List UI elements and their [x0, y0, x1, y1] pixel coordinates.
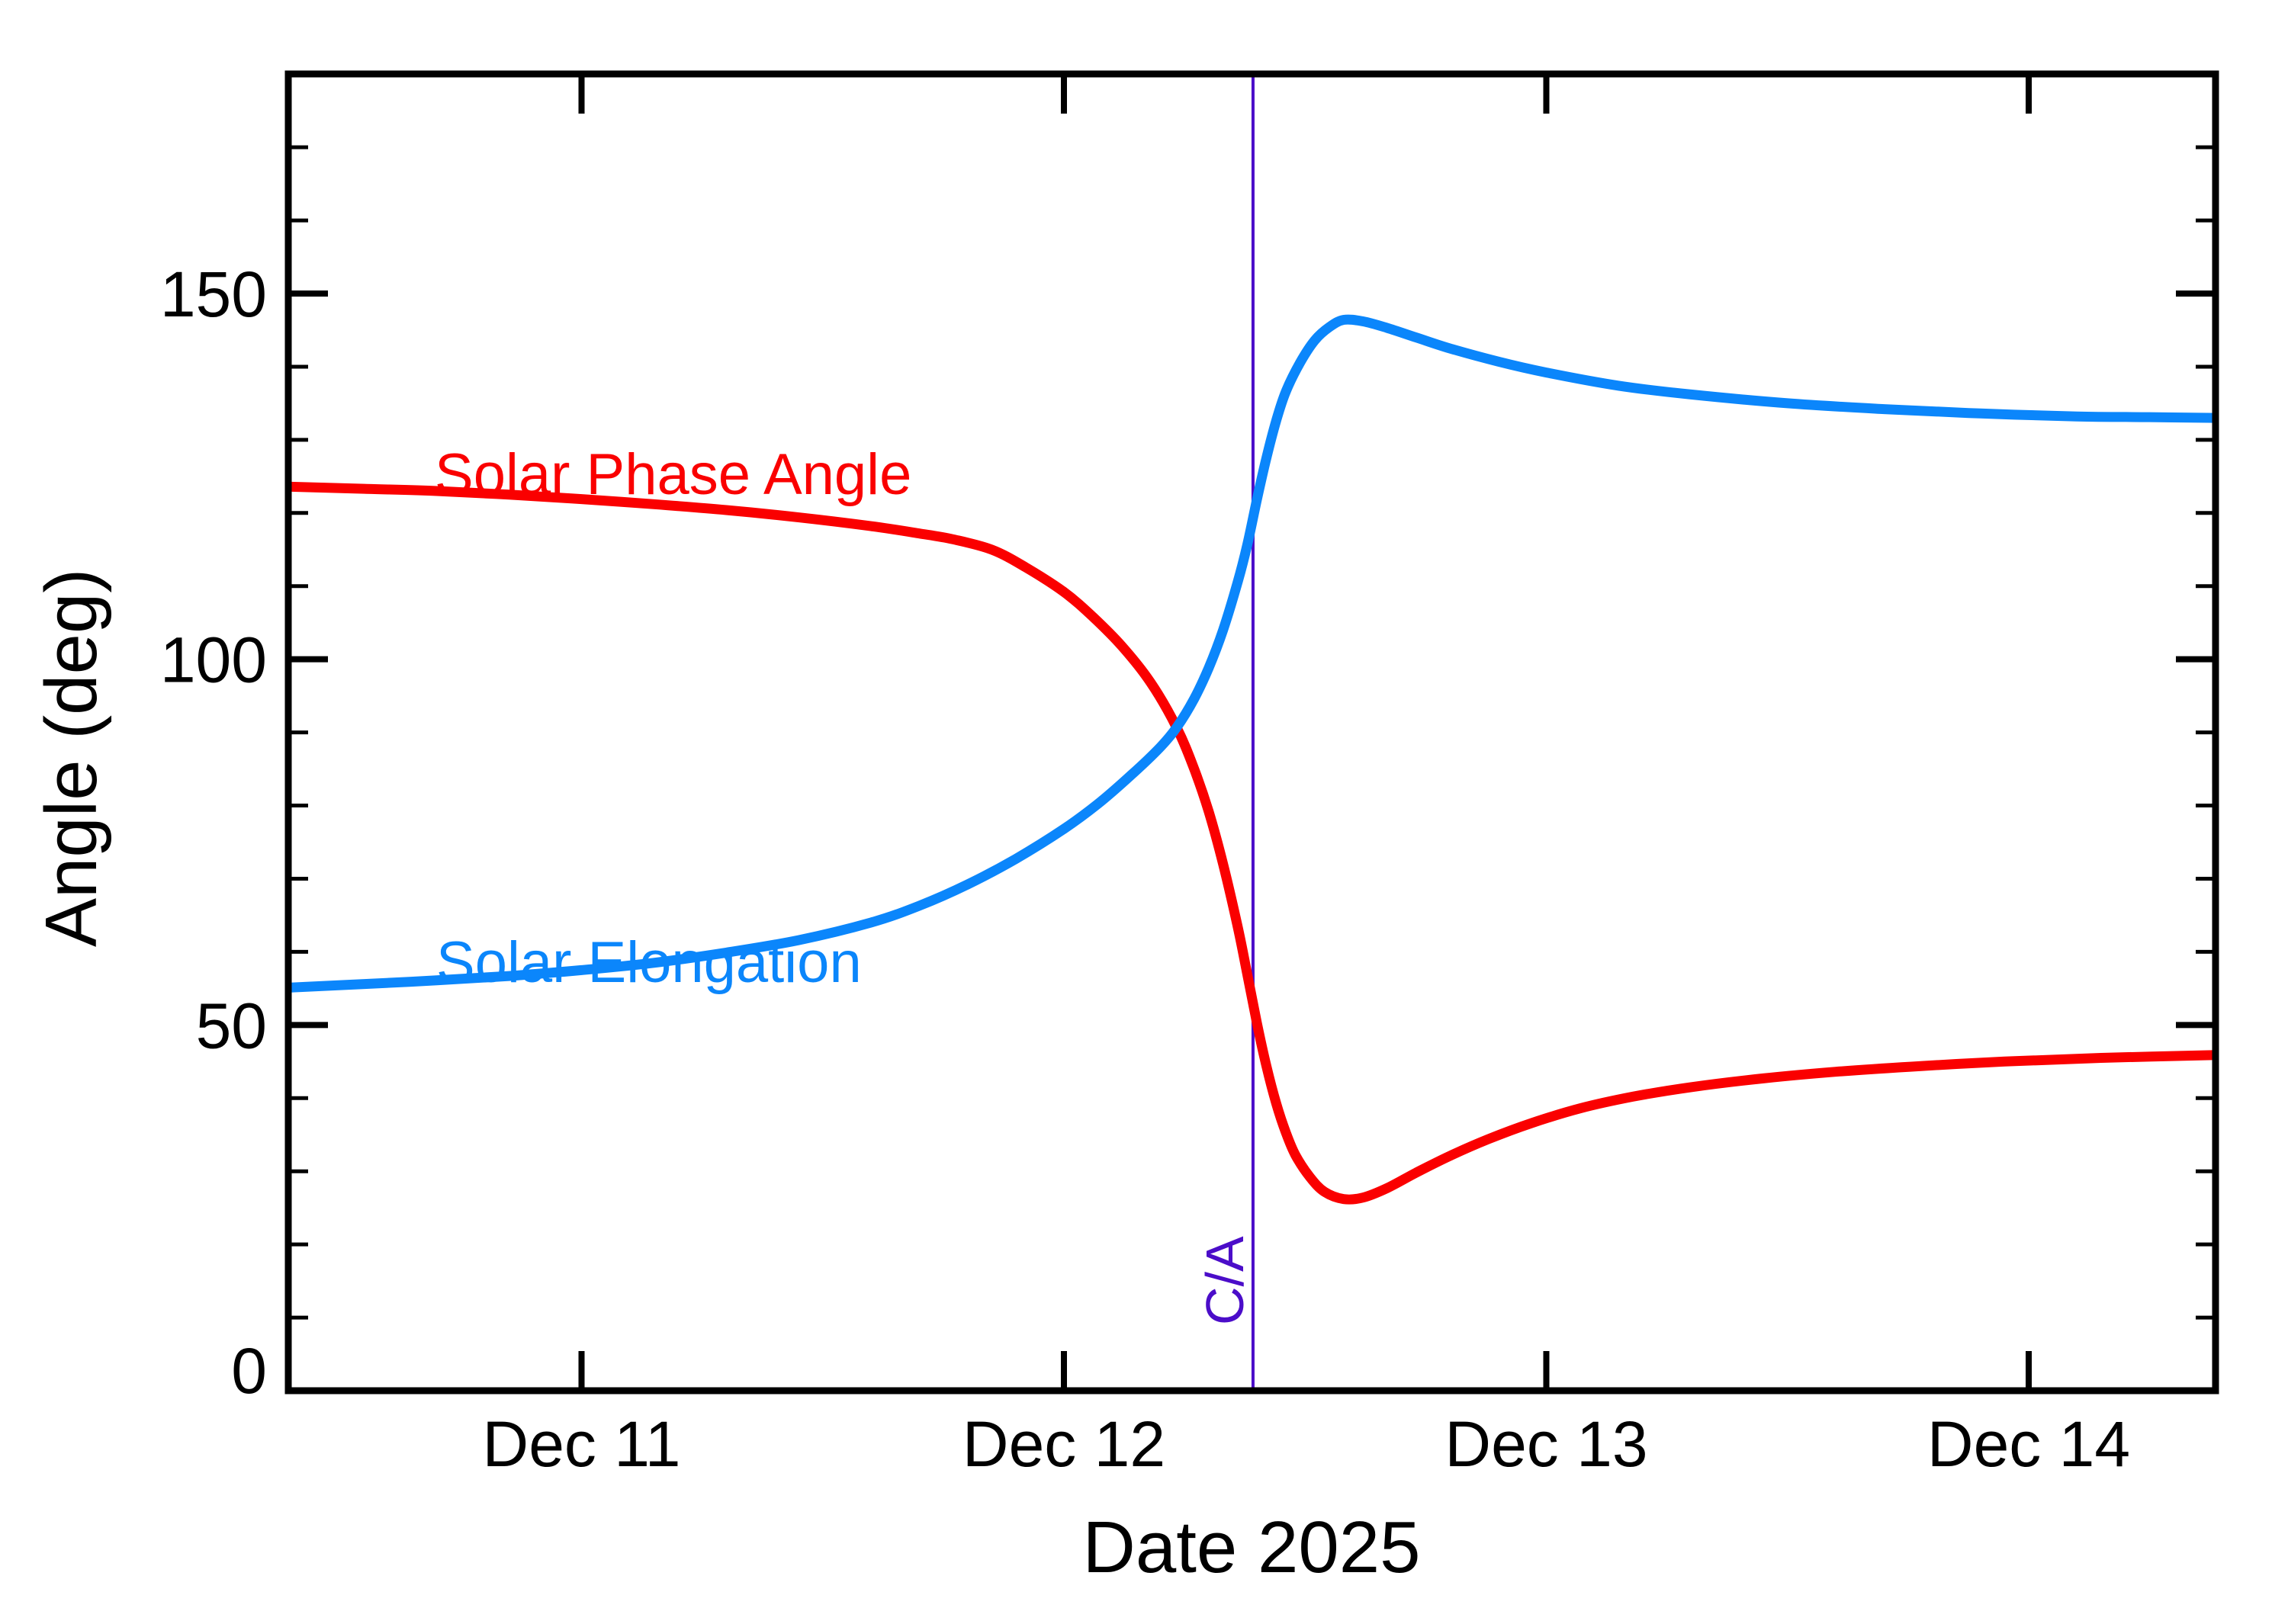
x-axis-title: Date 2025 — [1082, 1507, 1420, 1588]
solar-elongation-label: Solar Elongation — [436, 930, 862, 995]
solar-phase-angle-label: Solar Phase Angle — [435, 442, 911, 507]
y-axis-title: Angle (deg) — [31, 569, 112, 947]
tick-labels-group: Dec 11 Dec 12 Dec 13 Dec 14 0 50 100 150 — [160, 258, 2130, 1480]
axis-ticks-group — [288, 74, 2216, 1391]
x-tick-label: Dec 12 — [962, 1408, 1165, 1480]
y-tick-label: 100 — [160, 624, 267, 696]
x-tick-label: Dec 11 — [483, 1408, 681, 1480]
x-tick-label: Dec 13 — [1444, 1408, 1647, 1480]
solar-phase-angle-curve — [288, 481, 2216, 1205]
x-tick-label: Dec 14 — [1927, 1408, 2130, 1480]
y-tick-label: 0 — [231, 1335, 267, 1407]
solar-elongation-curve — [288, 314, 2216, 993]
y-tick-label: 50 — [196, 990, 267, 1061]
y-tick-label: 150 — [160, 258, 267, 330]
closest-approach-label: C/A — [1195, 1236, 1255, 1325]
curves-group — [288, 314, 2216, 1205]
